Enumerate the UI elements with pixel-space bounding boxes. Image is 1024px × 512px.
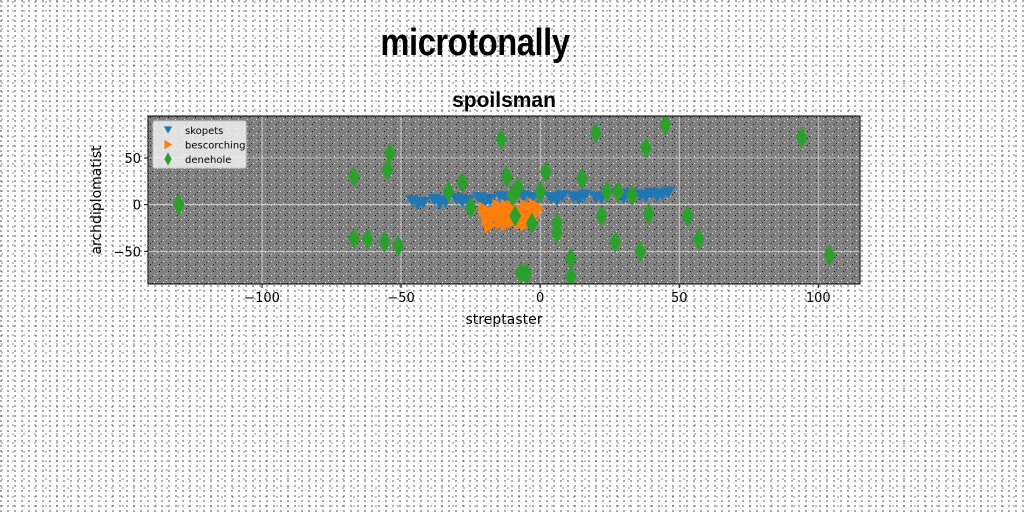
data-point — [550, 221, 563, 244]
data-points — [172, 116, 836, 284]
data-point — [642, 203, 655, 225]
data-point — [823, 244, 836, 267]
data-point — [383, 142, 396, 165]
series-denehole — [172, 116, 836, 284]
data-point — [486, 209, 500, 226]
y-tick-label: −50 — [114, 245, 141, 260]
data-point — [455, 195, 470, 208]
data-point — [528, 197, 542, 214]
data-point — [392, 234, 405, 257]
data-point — [381, 159, 394, 182]
data-point — [524, 192, 539, 205]
data-point — [410, 198, 425, 211]
legend-label: denehole — [185, 155, 231, 166]
data-point — [589, 121, 602, 144]
data-point — [659, 116, 672, 136]
data-point — [595, 204, 608, 227]
plot-frame — [147, 115, 861, 285]
legend-marker — [164, 152, 172, 166]
data-point — [456, 171, 469, 194]
data-point — [500, 198, 514, 215]
legend-label: bescorching — [185, 141, 246, 152]
data-point — [172, 193, 185, 216]
y-axis-label: archdiplomatist — [89, 145, 105, 255]
y-tick-label: 50 — [124, 152, 141, 167]
data-point — [609, 231, 622, 253]
data-point — [347, 227, 360, 250]
x-tick-label: 50 — [671, 291, 688, 306]
legend-box — [152, 120, 247, 169]
data-point — [534, 180, 547, 203]
data-point — [625, 184, 638, 207]
data-point — [347, 165, 360, 188]
legend-label: skopets — [185, 126, 223, 137]
x-tick-label: 100 — [806, 291, 831, 306]
data-point — [520, 262, 533, 284]
data-point — [795, 126, 808, 149]
page-title: microtonally — [380, 22, 570, 64]
x-tick-label: −100 — [244, 291, 280, 306]
data-point — [692, 228, 705, 251]
data-point — [638, 191, 653, 204]
data-point — [495, 128, 508, 151]
grid-lines — [148, 116, 860, 284]
data-point — [600, 180, 613, 203]
data-point — [634, 240, 647, 263]
data-point — [500, 165, 513, 188]
data-point — [525, 212, 538, 235]
legend-marker — [163, 126, 173, 134]
data-point — [649, 190, 664, 203]
data-point — [564, 247, 577, 270]
data-point — [575, 167, 588, 190]
data-point — [661, 186, 676, 199]
data-point — [378, 231, 391, 253]
data-point — [564, 265, 577, 284]
data-point — [572, 193, 587, 206]
x-tick-label: 0 — [536, 291, 544, 306]
data-point — [433, 197, 448, 210]
data-point — [477, 196, 492, 209]
legend: skopets bescorching denehole — [152, 120, 247, 169]
data-point — [681, 204, 694, 227]
x-axis-label: streptaster — [466, 312, 543, 328]
data-point — [539, 161, 552, 183]
data-point — [464, 196, 477, 219]
data-point — [549, 194, 564, 206]
data-point — [511, 176, 524, 199]
data-point — [509, 204, 522, 227]
data-point — [361, 228, 374, 251]
data-point — [639, 136, 652, 159]
data-point — [612, 180, 625, 203]
chart-title: spoilsman — [452, 89, 556, 112]
data-point — [442, 180, 455, 203]
axis-ticks: −100 −50 0 50 100 −50 0 50 — [114, 152, 831, 306]
x-tick-label: −50 — [387, 291, 414, 306]
legend-marker — [164, 139, 173, 150]
y-tick-label: 0 — [133, 199, 141, 214]
